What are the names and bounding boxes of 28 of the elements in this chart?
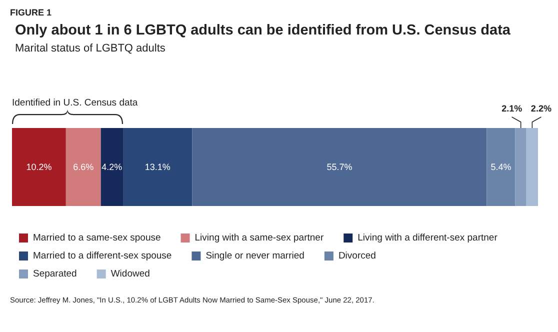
data-label: 13.1%: [144, 162, 170, 172]
bar: [100, 128, 124, 206]
caption: FIGURE 1: [10, 8, 52, 18]
bar: [515, 128, 526, 206]
bar: [66, 128, 101, 206]
chart-title: Only about 1 in 6 LGBTQ adults can be identified from U.S. Census data: [15, 22, 512, 38]
legend-label: Single or never married: [206, 250, 304, 262]
legend-label: Living with a same-sex partner: [194, 232, 324, 244]
data-label: 10.2%: [26, 162, 52, 172]
bar: [486, 128, 516, 206]
data-label: 2.2%: [530, 104, 552, 114]
bar: [12, 128, 66, 206]
legend-label: Married to a different-sex spouse: [33, 250, 172, 262]
data-label: 6.6%: [73, 162, 94, 172]
data-label: 55.7%: [326, 162, 352, 172]
legend-label: Divorced: [338, 250, 376, 262]
bar: [192, 128, 487, 206]
data-label: 4.2%: [102, 162, 122, 172]
legend-label: Separated: [33, 268, 77, 280]
data-label: 2.1%: [502, 104, 522, 114]
data-label: 5.4%: [490, 162, 512, 172]
bar: [526, 128, 538, 206]
chart-subtitle: Marital status of LGBTQ adults: [15, 42, 166, 54]
legend-label: Married to a same-sex spouse: [33, 232, 161, 244]
bar: [123, 128, 192, 206]
legend-label: Living with a different-sex partner: [358, 232, 498, 244]
text: Identified in U.S. Census data: [12, 98, 138, 108]
legend-label: Widowed: [110, 268, 150, 280]
